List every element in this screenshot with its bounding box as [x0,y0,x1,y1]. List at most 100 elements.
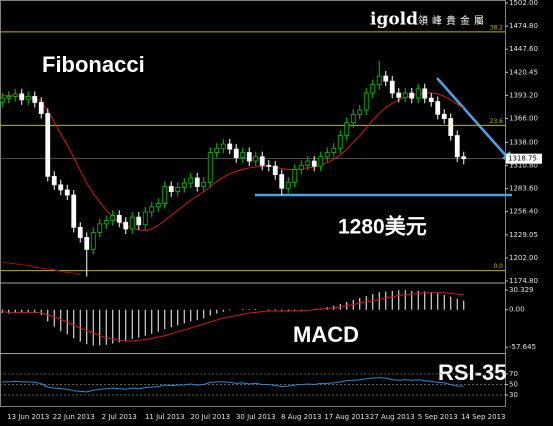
brand-name: igold [370,10,418,30]
candle-body [240,152,246,159]
candle-body [448,118,454,136]
price-tag-label: 1318.75 [508,155,537,163]
y-tick-label: 1202.00 [509,254,538,262]
y-tick-label: 1393.20 [509,91,538,99]
y-tick-label: 30.329 [509,286,534,294]
y-tick-label: 1447.60 [509,45,538,53]
candle-body [435,101,441,115]
macd-signal [2,292,464,342]
candle-body [422,88,428,99]
candle-body [233,148,239,159]
candle-body [194,177,200,187]
rsi-line [2,377,464,393]
candle-body [409,92,415,99]
candle-body [461,156,467,160]
panel-title: MACD [293,322,359,347]
y-tick-label: 30 [509,391,518,399]
y-tick-label: 1174.80 [509,277,538,285]
y-tick-label: 1474.80 [509,22,538,30]
support-label: 1280美元 [338,215,427,239]
x-tick-label: 11 Jul 2013 [145,413,185,421]
x-tick-label: 2 Jul 2013 [102,413,137,421]
candle-body [383,75,389,82]
candle-body [363,92,369,111]
y-tick-label: 1366.00 [509,115,538,123]
candle-body [58,184,64,191]
y-tick-label: 70 [509,370,518,378]
candle-body [45,113,51,177]
price-tag [506,153,542,164]
candle-body [162,186,168,204]
candle-body [0,97,5,103]
candle-body [337,135,343,149]
brand-tagline: 領峰貴金屬 [418,14,488,27]
candle-body [415,88,421,99]
candle-body [181,182,187,188]
candle-body [266,164,272,167]
y-tick-label: 1256.40 [509,208,538,216]
x-tick-label: 30 Jul 2013 [236,413,276,421]
y-tick-label: 1229.05 [509,231,538,239]
moving-average [2,92,465,232]
y-tick-label: 1283.60 [509,185,538,193]
x-tick-label: 13 Jun 2013 [7,413,49,421]
candle-body [25,96,31,101]
y-tick-label: 1338.00 [509,138,538,146]
x-tick-label: 14 Sep 2013 [461,413,505,421]
candle-body [292,169,298,183]
candle-body [90,232,96,250]
candle-body [103,220,109,225]
y-tick-label: -57.645 [509,343,536,351]
candle-body [12,93,18,97]
candle-body [279,174,285,189]
candle-body [357,109,363,115]
candle-body [220,143,226,149]
candle-body [272,165,278,176]
candle-body [110,215,116,221]
candle-body [259,156,265,166]
candle-body [246,152,252,162]
y-tick-label: 1420.45 [509,68,538,76]
candle-body [285,181,291,189]
x-tick-label: 20 Jul 2013 [190,413,230,421]
candle-body [201,181,207,187]
candle-body [207,152,213,183]
candle-body [149,206,155,213]
candle-body [84,237,90,250]
candle-body [253,156,259,162]
candle-body [51,175,57,186]
annotation: Fibonacci [42,52,145,77]
panel-title: RSI-35 [438,360,506,385]
candle-body [188,177,194,184]
fib-label: 0.0 [493,263,503,270]
y-tick-label: 0.00 [509,306,525,314]
candle-body [175,186,181,193]
x-tick-label: 5 Sep 2013 [418,413,458,421]
candle-body [64,189,70,196]
candle-body [344,122,350,136]
x-tick-label: 27 Aug 2013 [370,413,415,421]
candle-body [318,156,324,167]
candle-body [168,186,174,193]
candle-body [38,102,44,114]
candle-body [71,194,77,228]
candle-body [454,135,460,158]
plot-frame [0,0,506,407]
candle-body [298,164,304,170]
candle-body [305,160,311,166]
candle-body [123,221,129,230]
candle-body [19,93,25,101]
candle-body [324,152,330,158]
candle-body [129,216,135,230]
candle-body [370,84,376,94]
candle-body [311,160,317,167]
candle-body [116,215,122,223]
candle-body [350,113,356,124]
x-tick-label: 8 Aug 2013 [281,413,321,421]
y-tick-label: 1310.80 [509,161,538,169]
x-tick-label: 22 Jun 2013 [53,413,95,421]
candle-body [227,143,233,150]
candle-body [32,96,38,103]
candle-body [376,75,382,85]
